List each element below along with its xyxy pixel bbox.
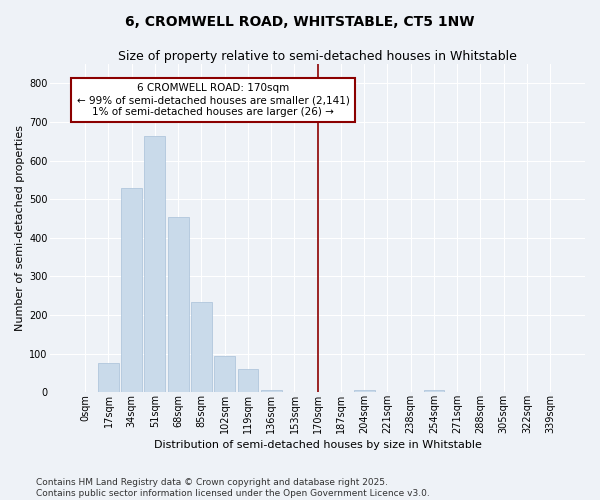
Bar [191, 302, 212, 392]
Text: 6, CROMWELL ROAD, WHITSTABLE, CT5 1NW: 6, CROMWELL ROAD, WHITSTABLE, CT5 1NW [125, 15, 475, 29]
Text: 6 CROMWELL ROAD: 170sqm
← 99% of semi-detached houses are smaller (2,141)
1% of : 6 CROMWELL ROAD: 170sqm ← 99% of semi-de… [77, 84, 350, 116]
Title: Size of property relative to semi-detached houses in Whitstable: Size of property relative to semi-detach… [118, 50, 517, 63]
Bar [98, 364, 119, 392]
Bar [121, 188, 142, 392]
Bar [214, 356, 235, 393]
Bar [168, 216, 188, 392]
Text: Contains HM Land Registry data © Crown copyright and database right 2025.
Contai: Contains HM Land Registry data © Crown c… [36, 478, 430, 498]
Bar [354, 390, 374, 392]
Bar [261, 390, 281, 392]
Bar [238, 369, 259, 392]
Bar [424, 390, 445, 392]
Bar [145, 136, 166, 392]
X-axis label: Distribution of semi-detached houses by size in Whitstable: Distribution of semi-detached houses by … [154, 440, 482, 450]
Y-axis label: Number of semi-detached properties: Number of semi-detached properties [15, 125, 25, 331]
